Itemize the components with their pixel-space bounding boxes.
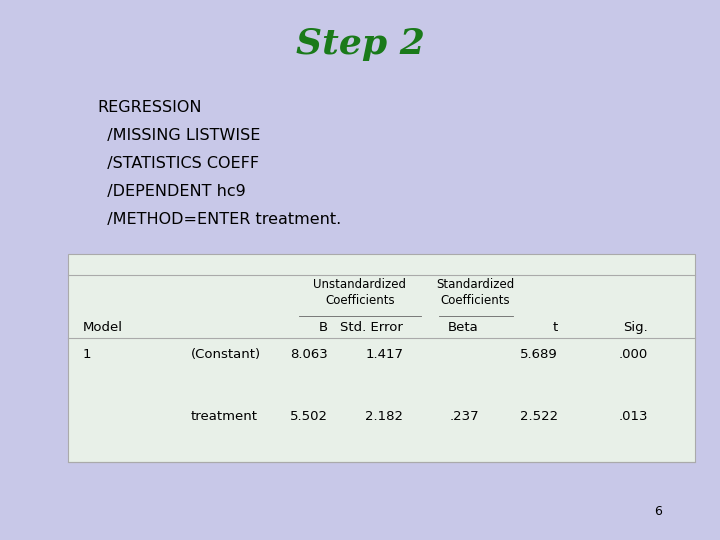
Text: B: B bbox=[318, 321, 328, 334]
Text: .013: .013 bbox=[618, 410, 648, 423]
Text: Model: Model bbox=[83, 321, 123, 334]
Text: Beta: Beta bbox=[448, 321, 479, 334]
FancyBboxPatch shape bbox=[68, 254, 695, 462]
Text: REGRESSION: REGRESSION bbox=[97, 100, 202, 115]
Text: /METHOD=ENTER treatment.: /METHOD=ENTER treatment. bbox=[97, 212, 341, 227]
Text: Std. Error: Std. Error bbox=[341, 321, 403, 334]
Text: Step 2: Step 2 bbox=[296, 27, 424, 61]
Text: 2.522: 2.522 bbox=[520, 410, 558, 423]
Text: /DEPENDENT hc9: /DEPENDENT hc9 bbox=[97, 184, 246, 199]
Text: Unstandardized
Coefficients: Unstandardized Coefficients bbox=[313, 278, 407, 307]
Text: t: t bbox=[553, 321, 558, 334]
Text: 2.182: 2.182 bbox=[365, 410, 403, 423]
Text: Sig.: Sig. bbox=[624, 321, 648, 334]
Text: 8.063: 8.063 bbox=[290, 348, 328, 361]
Text: 1.417: 1.417 bbox=[365, 348, 403, 361]
Text: treatment: treatment bbox=[191, 410, 258, 423]
Text: Standardized
Coefficients: Standardized Coefficients bbox=[436, 278, 514, 307]
Text: /STATISTICS COEFF: /STATISTICS COEFF bbox=[97, 156, 259, 171]
Text: 6: 6 bbox=[654, 505, 662, 518]
Text: /MISSING LISTWISE: /MISSING LISTWISE bbox=[97, 128, 261, 143]
Text: (Constant): (Constant) bbox=[191, 348, 261, 361]
Text: 5.689: 5.689 bbox=[521, 348, 558, 361]
Text: .237: .237 bbox=[449, 410, 479, 423]
Text: 1: 1 bbox=[83, 348, 91, 361]
Text: .000: .000 bbox=[618, 348, 648, 361]
Text: 5.502: 5.502 bbox=[289, 410, 328, 423]
